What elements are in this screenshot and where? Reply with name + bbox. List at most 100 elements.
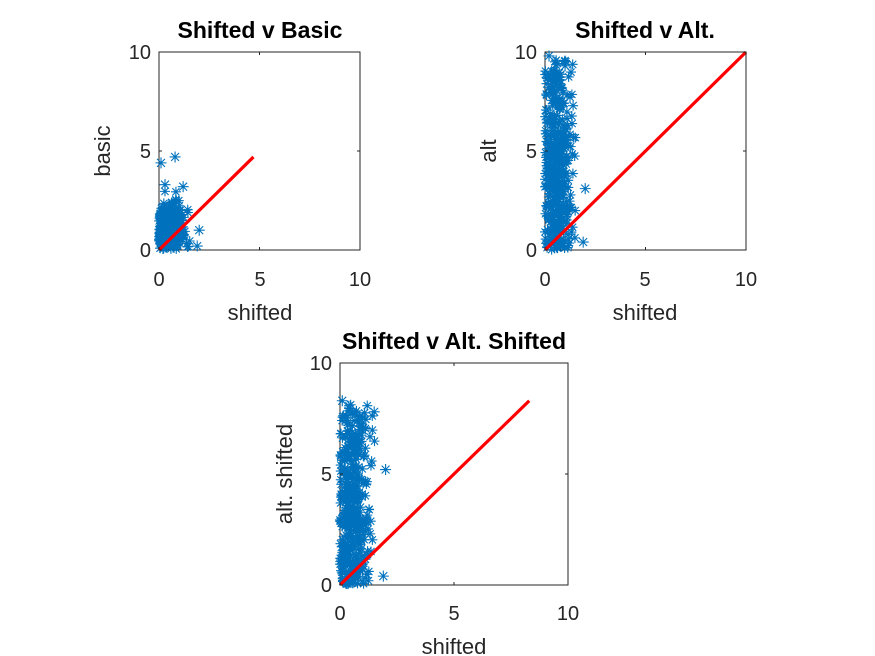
data-point [346, 520, 357, 531]
y-tick-label: 10 [515, 42, 537, 64]
data-point [358, 478, 369, 489]
data-point [176, 218, 187, 229]
data-point [368, 406, 380, 418]
data-point [348, 455, 359, 466]
data-point [544, 188, 555, 199]
data-point [340, 542, 351, 553]
data-point [543, 175, 554, 186]
data-point [158, 198, 169, 209]
data-point [342, 441, 353, 452]
data-point [547, 100, 558, 111]
data-point [567, 59, 578, 70]
data-point [557, 240, 568, 251]
data-point [337, 541, 348, 552]
data-point [359, 450, 370, 461]
data-point [552, 74, 563, 85]
data-point [168, 200, 179, 211]
data-point [555, 138, 566, 149]
data-point [559, 129, 570, 140]
data-point [561, 209, 572, 220]
data-point [337, 455, 348, 466]
data-point [367, 410, 378, 421]
data-point [541, 181, 552, 192]
data-point [345, 501, 356, 512]
data-point [542, 160, 553, 171]
data-point [555, 204, 566, 215]
data-point [555, 235, 566, 246]
data-point [159, 225, 170, 236]
data-point [336, 567, 347, 578]
data-point [364, 504, 375, 515]
data-point [544, 82, 555, 93]
data-point [341, 579, 352, 590]
data-point [339, 558, 350, 569]
data-point [357, 488, 368, 499]
data-point [561, 155, 572, 166]
data-point [345, 527, 356, 538]
data-point [351, 480, 362, 491]
data-point [558, 87, 569, 98]
data-point [564, 196, 575, 207]
data-point [550, 59, 561, 70]
data-point [165, 220, 176, 231]
data-point [540, 174, 551, 185]
y-axis-label: basic [90, 125, 115, 176]
data-point [350, 560, 361, 571]
data-point [554, 116, 565, 127]
x-tick-label: 0 [539, 269, 550, 291]
data-point [345, 511, 356, 522]
data-point [556, 134, 567, 145]
data-point [349, 537, 360, 548]
data-point [357, 463, 368, 474]
data-point [543, 201, 554, 212]
data-point [358, 578, 369, 589]
y-tick-label: 0 [321, 575, 332, 597]
data-point [162, 241, 173, 252]
data-point [542, 143, 553, 154]
data-point [347, 434, 358, 445]
data-point [364, 431, 375, 442]
y-tick-label: 0 [140, 240, 151, 262]
data-point [569, 232, 580, 243]
data-point [354, 487, 365, 498]
data-point [349, 415, 360, 426]
data-point [563, 175, 574, 186]
data-point [354, 424, 365, 435]
data-point [366, 456, 377, 467]
data-point [569, 151, 580, 162]
data-point [367, 534, 378, 545]
data-point [182, 207, 193, 218]
data-point [156, 218, 167, 229]
data-point [165, 202, 176, 213]
data-point [345, 425, 356, 436]
axis-ticks [544, 51, 747, 251]
data-point [340, 507, 351, 518]
data-point [160, 220, 171, 231]
data-point [159, 206, 170, 217]
axis-ticks [158, 51, 361, 251]
x-tick-label: 5 [254, 269, 265, 291]
data-point [341, 453, 352, 464]
data-point [161, 205, 172, 216]
data-point [154, 227, 165, 238]
data-point [353, 471, 364, 482]
data-point [351, 502, 362, 513]
fit-line [543, 50, 748, 252]
data-point [340, 473, 351, 484]
data-point [545, 69, 556, 80]
data-point [359, 407, 370, 418]
data-point [350, 438, 361, 449]
data-point [344, 490, 355, 501]
data-point [167, 225, 178, 236]
data-point [561, 218, 572, 229]
data-point [164, 236, 175, 247]
data-point [346, 456, 357, 467]
data-point [540, 226, 551, 237]
data-point [178, 231, 189, 242]
data-point [184, 235, 195, 246]
data-point [339, 521, 350, 532]
data-point [157, 243, 168, 254]
data-point [172, 238, 183, 249]
data-point [541, 78, 553, 90]
